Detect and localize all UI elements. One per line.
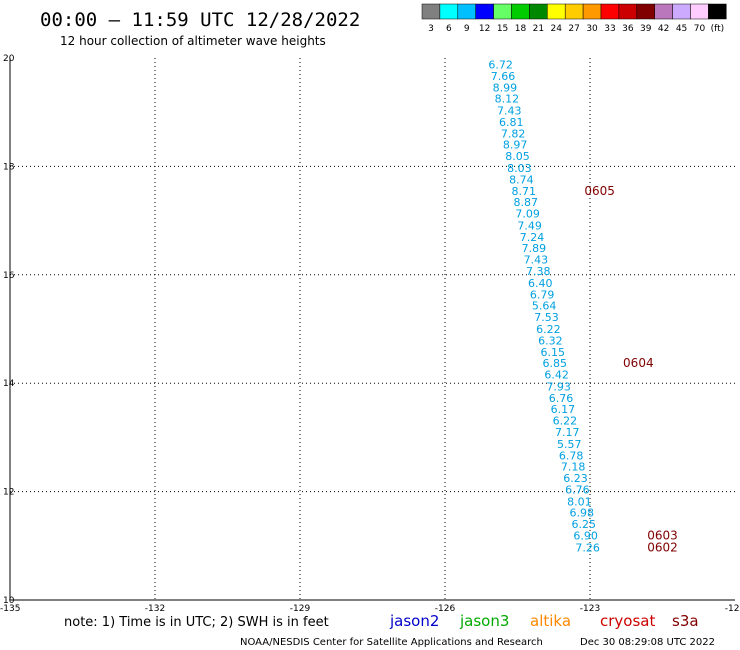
colorbar-label: 33 (604, 24, 615, 34)
satellite-legend-item: jason2 (389, 612, 439, 630)
satellite-legend-item: jason3 (459, 612, 509, 630)
colorbar-swatch (565, 4, 583, 19)
colorbar-swatch (422, 4, 440, 19)
chart-subtitle: 12 hour collection of altimeter wave hei… (60, 34, 326, 48)
colorbar-legend: 3 6 9 12 15 18 21 24 27 30 33 36 39 42 45 70 (ft) (422, 4, 726, 34)
pass-time-label: 0604 (623, 356, 654, 370)
colorbar-swatch (494, 4, 512, 19)
timestamp-text: Dec 30 08:29:08 UTC 2022 (580, 637, 715, 648)
y-tick-label: 12 (3, 488, 14, 498)
y-tick-label: 18 (3, 162, 15, 172)
colorbar-label: 27 (568, 24, 579, 34)
colorbar-swatch (619, 4, 637, 19)
colorbar-label: 45 (676, 24, 687, 34)
colorbar-swatch (583, 4, 601, 19)
colorbar-label: 42 (658, 24, 669, 34)
colorbar-swatch (601, 4, 619, 19)
x-tick-label: -132 (145, 604, 165, 614)
colorbar-label: 70 (694, 24, 706, 34)
colorbar-swatch (512, 4, 530, 19)
x-tick-label: -120 (725, 604, 740, 614)
colorbar-swatch (440, 4, 458, 19)
colorbar-label: 15 (497, 24, 508, 34)
colorbar-swatch (691, 4, 709, 19)
colorbar-label: 30 (586, 24, 598, 34)
colorbar-label: 6 (446, 24, 452, 34)
pass-time-label: 0602 (647, 540, 678, 554)
colorbar-label: 21 (533, 24, 544, 34)
y-tick-labels: 10 12 14 16 18 20 (3, 54, 15, 606)
swh-point-label: 7.26 (575, 541, 600, 554)
colorbar-label: 24 (551, 24, 563, 34)
satellite-legend: jason2 jason3 altika cryosat s3a (389, 612, 699, 630)
swh-values: 6.727.668.998.127.436.817.828.978.058.03… (488, 59, 600, 555)
footnote: note: 1) Time is in UTC; 2) SWH is in fe… (64, 615, 329, 630)
x-tick-label: -123 (580, 604, 600, 614)
colorbar-swatch (637, 4, 655, 19)
y-tick-label: 14 (3, 379, 15, 389)
satellite-legend-item: cryosat (600, 612, 655, 630)
colorbar-swatch (708, 4, 726, 19)
grid-lines (10, 58, 735, 600)
colorbar-label: (ft) (711, 24, 725, 34)
colorbar-label: 12 (479, 24, 490, 34)
colorbar-label: 36 (622, 24, 634, 34)
colorbar-label: 18 (515, 24, 527, 34)
plot-area: 10 12 14 16 18 20 -135 -132 -129 -126 -123 -120 6.… (0, 54, 740, 614)
chart-title: 00:00 – 11:59 UTC 12/28/2022 (40, 9, 360, 31)
y-tick-label: 20 (3, 54, 15, 64)
colorbar-label: 39 (640, 24, 652, 34)
satellite-legend-item: altika (530, 612, 571, 630)
colorbar-swatch (673, 4, 691, 19)
colorbar-label: 9 (464, 24, 470, 34)
colorbar-swatch (547, 4, 565, 19)
colorbar-swatch (655, 4, 673, 19)
satellite-legend-item: s3a (672, 612, 699, 630)
credit-text: NOAA/NESDIS Center for Satellite Applica… (240, 637, 543, 648)
colorbar-swatch (529, 4, 547, 19)
x-tick-label: -135 (0, 604, 20, 614)
colorbar-swatch (476, 4, 494, 19)
altimeter-chart: 00:00 – 11:59 UTC 12/28/2022 12 hour col… (0, 0, 740, 650)
colorbar-label: 3 (428, 24, 434, 34)
pass-time-label: 0605 (584, 184, 615, 198)
colorbar-swatch (458, 4, 476, 19)
y-tick-label: 16 (3, 271, 15, 281)
x-tick-label: -129 (290, 604, 311, 614)
